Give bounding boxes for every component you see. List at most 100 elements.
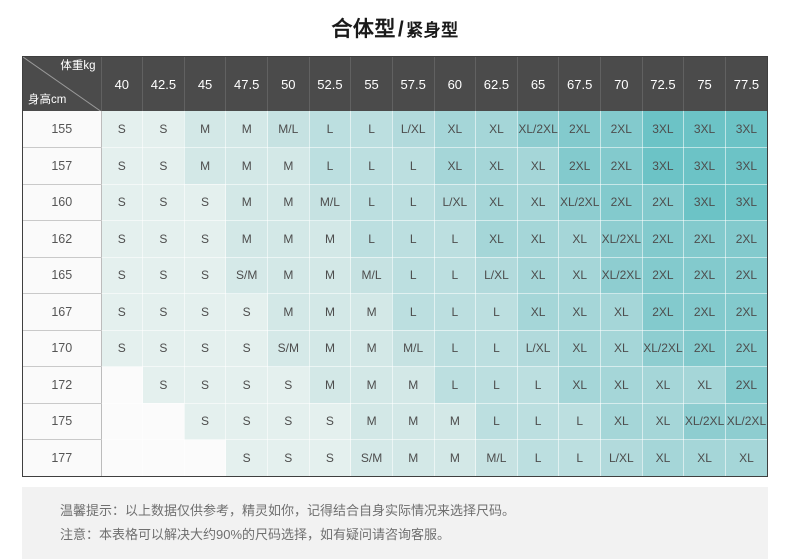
- size-cell: 2XL: [725, 220, 767, 258]
- footer-notes: 温馨提示：以上数据仅供参考，精灵如你，记得结合自身实际情况来选择尺码。 注意：本…: [22, 487, 768, 559]
- height-row-header: 155: [23, 111, 102, 148]
- size-cell: XL: [600, 403, 643, 440]
- weight-column-header: 52.5: [309, 57, 352, 111]
- size-cell: XL: [475, 111, 518, 148]
- size-cell: M: [309, 220, 352, 258]
- size-cell: S: [225, 439, 268, 476]
- size-cell: XL: [558, 220, 601, 258]
- weight-column-header: 72.5: [642, 57, 685, 111]
- weight-column-header: 70: [600, 57, 643, 111]
- note-tip: 温馨提示：以上数据仅供参考，精灵如你，记得结合自身实际情况来选择尺码。: [60, 503, 516, 518]
- size-cell: XL/2XL: [600, 220, 643, 258]
- weight-column-header: 55: [350, 57, 393, 111]
- size-cell: S/M: [267, 330, 310, 367]
- weight-column-header: 67.5: [558, 57, 601, 111]
- size-cell: S: [101, 184, 144, 221]
- size-cell: M: [184, 147, 227, 185]
- size-cell: 3XL: [725, 147, 767, 185]
- size-cell: L: [434, 330, 477, 367]
- size-cell: XL: [642, 366, 685, 404]
- size-cell: 2XL: [725, 257, 767, 294]
- size-cell: M: [434, 403, 477, 440]
- size-cell: XL: [434, 147, 477, 185]
- height-row-header: 170: [23, 330, 102, 367]
- table-row: 162 S S S M M M L L L XL XL XL XL/2XL 2XL 2XL 2XL: [23, 220, 767, 258]
- size-cell: M: [267, 147, 310, 185]
- size-cell: XL: [517, 184, 560, 221]
- size-cell: S: [101, 293, 144, 331]
- size-cell: M: [184, 111, 227, 148]
- size-cell: 3XL: [725, 111, 767, 148]
- size-cell: [184, 439, 227, 476]
- size-cell: M: [434, 439, 477, 476]
- size-cell: S: [101, 257, 144, 294]
- size-cell: S: [184, 293, 227, 331]
- size-cell: XL: [558, 257, 601, 294]
- size-cell: XL/2XL: [558, 184, 601, 221]
- weight-column-header: 57.5: [392, 57, 435, 111]
- size-cell: S: [101, 147, 144, 185]
- size-cell: L: [475, 403, 518, 440]
- size-cell: M: [350, 293, 393, 331]
- size-cell: S/M: [225, 257, 268, 294]
- size-cell: 2XL: [642, 184, 685, 221]
- size-cell: XL: [600, 293, 643, 331]
- size-cell: M: [267, 220, 310, 258]
- size-cell: [142, 439, 185, 476]
- size-cell: S: [225, 330, 268, 367]
- size-cell: S: [142, 184, 185, 221]
- axis-corner-cell: 体重kg 身高cm: [23, 57, 102, 111]
- size-cell: S: [101, 111, 144, 148]
- table-header-row: 体重kg 身高cm 40 42.5 45 47.5 50 52.5 55 57.5 60 62.5…: [23, 57, 767, 111]
- size-cell: 2XL: [725, 293, 767, 331]
- table-row: 175 S S S S M M M L L L XL XL XL/2XL XL/2XL: [23, 403, 767, 440]
- size-cell: S: [184, 330, 227, 367]
- table-row: 155 S S M M M/L L L L/XL XL XL XL/2XL 2XL 2XL 3XL 3XL 3X…: [23, 111, 767, 148]
- table-row: 165 S S S S/M M M M/L L L L/XL XL XL XL/2XL 2XL 2XL 2XL: [23, 257, 767, 294]
- size-cell: S: [267, 403, 310, 440]
- weight-column-header: 62.5: [475, 57, 518, 111]
- size-cell: M: [267, 184, 310, 221]
- weight-column-header: 45: [184, 57, 227, 111]
- size-cell: L: [350, 220, 393, 258]
- size-cell: L: [350, 184, 393, 221]
- size-cell: M/L: [392, 330, 435, 367]
- size-cell: M: [267, 293, 310, 331]
- weight-column-header: 65: [517, 57, 560, 111]
- size-cell: XL: [475, 220, 518, 258]
- size-cell: XL/2XL: [517, 111, 560, 148]
- size-cell: XL: [683, 366, 726, 404]
- size-cell: L: [350, 147, 393, 185]
- height-axis-label: 身高cm: [28, 94, 67, 107]
- size-cell: 2XL: [642, 293, 685, 331]
- page-title: 合体型/紧身型: [0, 0, 790, 56]
- size-cell: 3XL: [683, 111, 726, 148]
- size-cell: M: [309, 257, 352, 294]
- size-cell: M: [392, 366, 435, 404]
- size-cell: M: [392, 403, 435, 440]
- weight-column-header: 40: [101, 57, 144, 111]
- size-cell: XL: [725, 439, 767, 476]
- size-cell: L: [517, 439, 560, 476]
- size-cell: L: [475, 330, 518, 367]
- size-cell: M/L: [350, 257, 393, 294]
- table-row: 177 S S S S/M M M M/L L L L/XL XL XL XL: [23, 439, 767, 476]
- size-cell: S: [142, 220, 185, 258]
- height-row-header: 165: [23, 257, 102, 294]
- size-cell: XL: [642, 403, 685, 440]
- size-cell: XL/2XL: [683, 403, 726, 440]
- note-attention: 注意：本表格可以解决大约90%的尺码选择，如有疑问请咨询客服。: [60, 527, 451, 542]
- height-row-header: 160: [23, 184, 102, 221]
- size-cell: S: [142, 330, 185, 367]
- size-cell: S: [267, 366, 310, 404]
- size-cell: L: [309, 111, 352, 148]
- size-cell: M/L: [475, 439, 518, 476]
- height-row-header: 162: [23, 220, 102, 258]
- size-cell: XL: [517, 293, 560, 331]
- size-cell: L: [392, 293, 435, 331]
- size-cell: L: [434, 293, 477, 331]
- size-cell: XL: [600, 330, 643, 367]
- size-cell: 2XL: [558, 111, 601, 148]
- size-cell: L: [558, 403, 601, 440]
